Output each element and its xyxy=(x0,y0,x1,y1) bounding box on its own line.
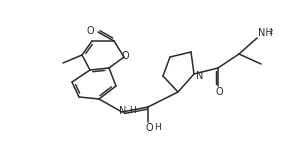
Text: N: N xyxy=(119,107,127,116)
Text: 2: 2 xyxy=(269,29,274,35)
Text: O: O xyxy=(121,51,129,61)
Text: NH: NH xyxy=(258,28,273,38)
Text: H: H xyxy=(129,106,136,115)
Text: H: H xyxy=(154,123,161,133)
Text: N: N xyxy=(196,71,203,81)
Text: O: O xyxy=(86,26,94,36)
Text: O: O xyxy=(145,123,153,133)
Text: O: O xyxy=(215,87,223,97)
